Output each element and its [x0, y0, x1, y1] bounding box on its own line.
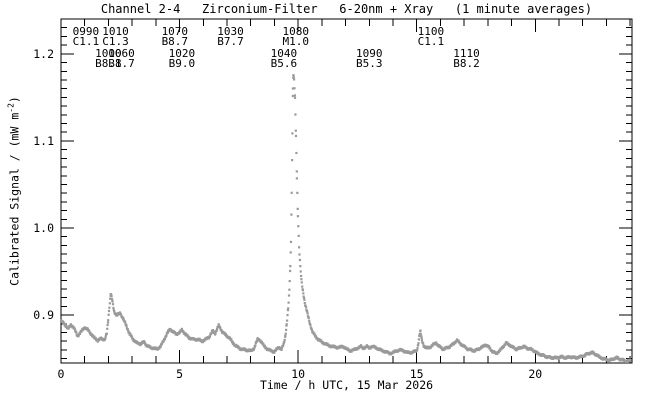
flare-id-label: 1100 [417, 25, 445, 38]
x-axis-label: Time / h UTC, 15 Mar 2026 [259, 378, 434, 392]
y-axis-label-text: Calibrated Signal / (mW m [7, 112, 22, 286]
flare-id-label: 0990 [72, 25, 100, 38]
flare-id-label: 1070 [161, 25, 189, 38]
y-axis-label-close: ) [7, 96, 22, 104]
flare-id-label: 1020 [168, 47, 196, 60]
flare-class-label: C1.3 [102, 35, 129, 48]
flare-class-label: M1.0 [282, 35, 310, 48]
flare-class-label: B8.7 [161, 35, 189, 48]
x-tick-label: 5 [176, 367, 183, 381]
y-tick-label: 1.0 [33, 221, 54, 235]
x-tick-label: 15 [410, 367, 424, 381]
x-tick-label: 10 [291, 367, 305, 381]
y-tick-label: 1.2 [33, 47, 54, 61]
flare-id-label: 1060 [108, 47, 135, 60]
flare-id-label: 1030 [217, 25, 244, 38]
flare-id-label: 1040 [270, 47, 298, 60]
flare-id-label: 1080 [282, 25, 310, 38]
flare-id-label: 1110 [453, 47, 480, 60]
y-tick-label: 1.1 [33, 134, 54, 148]
flare-class-label: B1.7 [108, 57, 135, 70]
y-axis-label-exponent: -2 [6, 103, 16, 113]
flare-class-label: C1.1 [417, 35, 445, 48]
plot-frame [60, 18, 633, 364]
x-tick-label: 20 [528, 367, 542, 381]
x-tick-label: 0 [58, 367, 65, 381]
y-axis-label: Calibrated Signal / (mW m-2) [7, 96, 22, 286]
chart-title: Channel 2-4 Zirconium-Filter 6-20nm + Xr… [100, 2, 593, 16]
flare-class-label: B7.7 [217, 35, 244, 48]
flare-id-label: 1010 [102, 25, 129, 38]
flare-class-label: B5.6 [270, 57, 298, 70]
axis-ticks [60, 18, 632, 363]
flare-id-label: 1000 [95, 47, 122, 60]
flare-class-label: B5.3 [356, 57, 383, 70]
flare-class-label: B8.2 [453, 57, 480, 70]
data-series [59, 74, 632, 363]
flare-class-label: C1.1 [72, 35, 100, 48]
y-tick-label: 0.9 [33, 308, 54, 322]
flare-class-label: B8.8 [95, 57, 122, 70]
flare-class-label: B9.0 [168, 57, 196, 70]
flare-id-label: 1090 [356, 47, 383, 60]
